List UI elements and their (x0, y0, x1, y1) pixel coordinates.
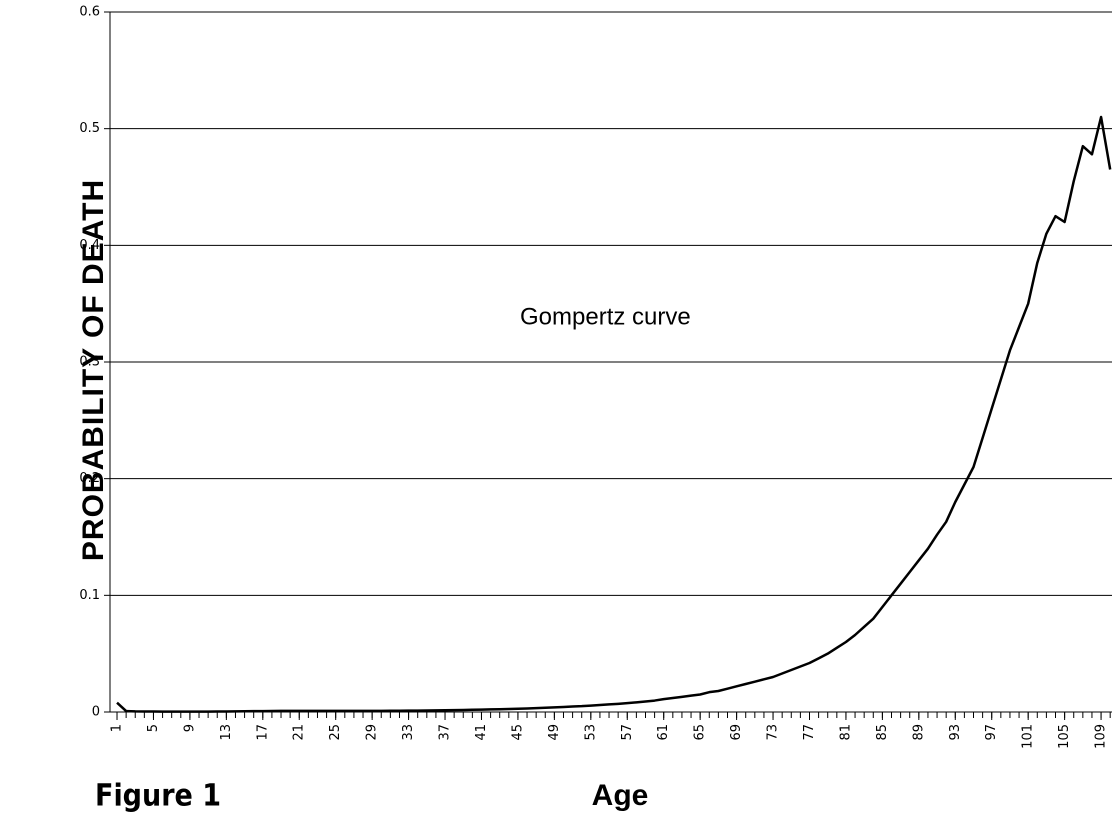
x-axis-label: Age (592, 779, 649, 812)
x-tick-label: 13 (219, 724, 234, 741)
x-tick-label: 41 (474, 724, 489, 741)
y-axis-label: PROBABILITY OF DEATH (77, 179, 110, 561)
x-tick-label: 77 (802, 724, 817, 741)
annotation: Gompertz curve (520, 303, 691, 330)
y-tick-label: 0.5 (79, 121, 100, 136)
y-tick-label: 0.2 (79, 471, 100, 486)
x-tick-label: 53 (583, 724, 598, 741)
y-tick-label: 0.1 (79, 588, 100, 603)
x-tick-label: 5 (146, 724, 161, 732)
x-tick-label: 37 (438, 724, 453, 741)
x-tick-label: 61 (656, 724, 671, 741)
x-tick-label: 65 (693, 724, 708, 741)
figure-caption: Figure 1 (95, 779, 221, 814)
line (116, 115, 1112, 713)
x-tick-label: 81 (838, 724, 853, 741)
x-tick-label: 69 (729, 724, 744, 741)
x-tick-label: 105 (1057, 724, 1072, 749)
x-tick-label: 97 (984, 724, 999, 741)
y-tick-label: 0 (92, 705, 100, 720)
y-tick-label: 0.3 (79, 355, 100, 370)
x-tick-label: 9 (182, 724, 197, 732)
x-tick-label: 73 (766, 724, 781, 741)
y-tick-label: 0.4 (79, 238, 100, 253)
x-tick-label: 89 (911, 724, 926, 741)
x-tick-label: 25 (328, 724, 343, 741)
x-tick-label: 45 (510, 724, 525, 741)
x-tick-label: 17 (255, 724, 270, 741)
x-tick-label: 1 (110, 724, 125, 732)
x-tick-label: 57 (620, 724, 635, 741)
x-tick-label: 93 (948, 724, 963, 741)
x-tick-label: 21 (292, 724, 307, 741)
x-tick-label: 29 (365, 724, 380, 741)
y-tick-label: 0.6 (79, 5, 100, 20)
x-tick-label: 49 (547, 724, 562, 741)
x-tick-label: 109 (1094, 724, 1109, 749)
x-tick-label: 101 (1021, 724, 1036, 749)
x-tick-label: 85 (875, 724, 890, 741)
x-tick-label: 33 (401, 724, 416, 741)
